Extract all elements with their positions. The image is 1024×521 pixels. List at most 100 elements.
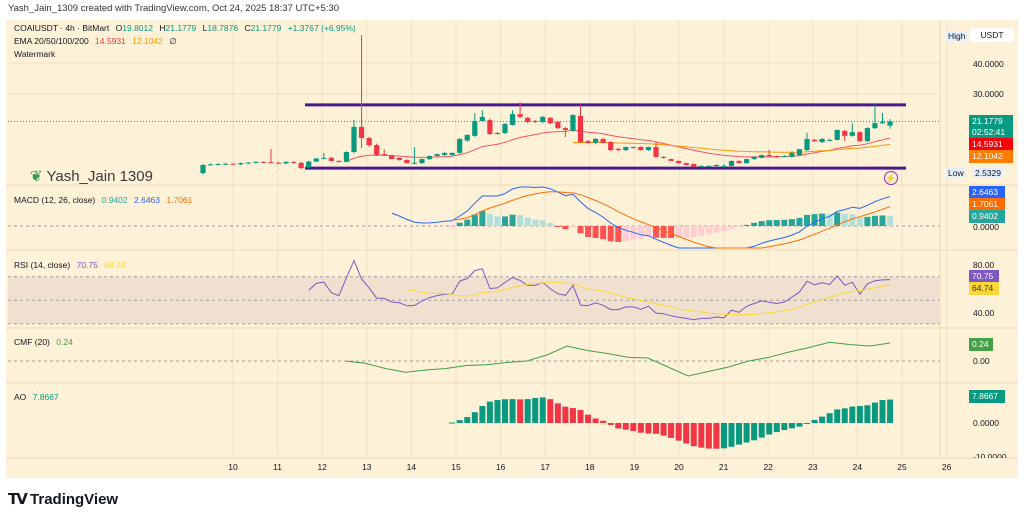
- macd-histogram-bar: [751, 222, 758, 226]
- ema100-value: ∅: [169, 36, 177, 46]
- time-axis-label: 22: [763, 462, 773, 472]
- candle-down: [487, 120, 493, 134]
- ao-bar: [811, 419, 818, 423]
- macd-line: [391, 186, 891, 249]
- macd-tag: 2.6463: [969, 186, 1005, 199]
- candle-down: [600, 138, 606, 143]
- time-axis-label: 13: [362, 462, 372, 472]
- ao-bar: [569, 408, 576, 423]
- candle-up: [306, 161, 312, 168]
- macd-hist-value: 0.9402: [101, 195, 128, 205]
- candle-down: [562, 128, 568, 130]
- candle-up: [442, 152, 448, 156]
- ao-bar: [804, 423, 810, 424]
- candle-up: [728, 160, 735, 166]
- candle-down: [404, 160, 410, 164]
- macd-histogram-bar: [509, 214, 516, 226]
- ohlc-high: H21.1779: [159, 23, 197, 33]
- cmf-legend[interactable]: CMF (20) 0.24: [14, 337, 77, 347]
- macd-histogram-bar: [856, 217, 863, 226]
- candle-up: [570, 115, 576, 131]
- ema-legend[interactable]: EMA 20/50/100/200 14.5931 12.1042 ∅: [14, 36, 181, 47]
- candle-up: [343, 151, 350, 162]
- macd-signal-value: 1.7061: [166, 195, 193, 205]
- candle-up: [834, 129, 840, 140]
- ao-bar: [653, 423, 659, 434]
- price-axis-label: 40.0000: [973, 59, 1004, 69]
- currency-button[interactable]: USDT: [970, 28, 1014, 42]
- ao-bar: [600, 420, 607, 423]
- ao-bar: [864, 405, 871, 423]
- macd-histogram-bar: [849, 214, 856, 226]
- macd-histogram-bar: [637, 226, 644, 239]
- rsi-axis-label: 40.00: [973, 308, 995, 318]
- time-axis-label: 24: [852, 462, 863, 472]
- candle-down: [736, 160, 742, 164]
- ao-bar: [675, 423, 682, 441]
- macd-histogram-bar: [690, 226, 697, 238]
- candle-up: [879, 121, 886, 124]
- rsi-legend[interactable]: RSI (14, close) 70.75 64.74: [14, 260, 130, 270]
- ao-bar: [788, 423, 795, 429]
- ao-bar: [751, 423, 758, 441]
- time-axis-label: 26: [941, 462, 952, 472]
- ema50-line: [572, 141, 891, 153]
- candle-up: [789, 152, 795, 157]
- candle-up: [706, 165, 712, 167]
- macd-histogram-bar: [788, 219, 795, 226]
- candle-down: [389, 155, 395, 160]
- ao-bar: [630, 423, 637, 432]
- macd-histogram-bar: [539, 220, 546, 226]
- time-axis-label: 21: [718, 462, 729, 472]
- ao-bar: [592, 418, 599, 423]
- candle-up: [698, 165, 704, 167]
- symbol-legend[interactable]: COAIUSDT · 4h · BitMart O19.8012 H21.177…: [14, 23, 360, 33]
- macd-histogram-bar: [645, 226, 652, 237]
- macd-histogram-bar: [887, 215, 894, 226]
- macd-histogram-bar: [841, 213, 848, 226]
- rsi-value: 70.75: [76, 260, 98, 270]
- ao-bar: [705, 423, 712, 449]
- ao-value: 7.8667: [32, 392, 59, 402]
- rsi-axis-label: 80.00: [973, 260, 995, 270]
- ao-axis-label: -10.0000: [973, 452, 1007, 458]
- macd-histogram-bar: [683, 226, 690, 238]
- cmf-line: [344, 341, 891, 377]
- ao-bar: [645, 423, 652, 434]
- macd-histogram-bar: [600, 226, 607, 240]
- macd-histogram-bar: [554, 226, 561, 227]
- macd-histogram-bar: [864, 216, 871, 226]
- ao-bar: [577, 409, 584, 423]
- candle-up: [713, 164, 719, 166]
- candle-down: [660, 156, 667, 158]
- ao-bar: [449, 422, 456, 424]
- macd-histogram-bar: [668, 226, 675, 238]
- candle-down: [260, 161, 266, 163]
- time-axis-label: 19: [629, 462, 640, 472]
- tradingview-logo[interactable]: 𝗧𝗩 TradingView: [8, 491, 119, 508]
- macd-label: MACD (12, 26, close): [14, 195, 96, 205]
- macd-histogram-bar: [532, 219, 539, 226]
- time-axis-label: 16: [495, 462, 506, 472]
- candle-down: [676, 160, 682, 164]
- macd-histogram-bar: [585, 226, 592, 237]
- ao-bar: [849, 406, 856, 423]
- macd-legend[interactable]: MACD (12, 26, close) 0.9402 2.6463 1.706…: [14, 195, 196, 205]
- candle-up: [215, 164, 221, 166]
- ao-bar: [637, 423, 644, 433]
- ao-bar: [539, 397, 546, 423]
- watermark-legend[interactable]: Watermark: [14, 49, 56, 59]
- macd-histogram-bar: [675, 226, 682, 238]
- candle-up: [759, 155, 765, 158]
- macd-histogram-bar: [728, 226, 735, 229]
- candle-down: [275, 162, 282, 164]
- bar-countdown: 02:52:41: [972, 127, 1006, 137]
- ao-bar: [781, 423, 788, 431]
- candle-up: [223, 163, 229, 165]
- lightning-icon[interactable]: ⚡: [884, 171, 898, 185]
- time-axis-label: 18: [585, 462, 595, 472]
- candle-up: [502, 124, 508, 134]
- ao-legend[interactable]: AO 7.8667: [14, 392, 63, 402]
- macd-histogram-bar: [781, 219, 788, 226]
